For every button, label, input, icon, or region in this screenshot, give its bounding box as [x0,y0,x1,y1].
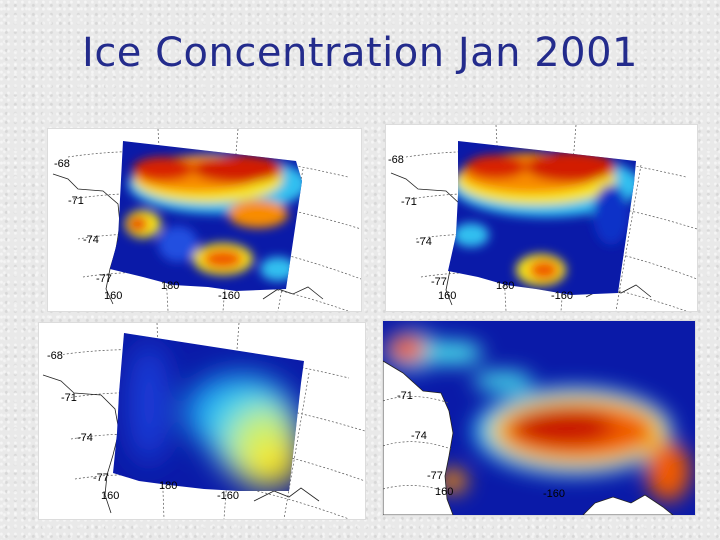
lat-label-77: -77 [431,276,447,288]
lat-label-71: -71 [401,196,417,208]
lon-label-neg160: -160 [543,488,566,500]
lon-label-neg160: -160 [218,290,241,302]
lat-label-74: -74 [77,432,93,444]
ice-concentration-field [113,333,304,491]
lat-label-71: -71 [61,392,77,404]
lon-label-180: 180 [161,280,180,292]
lon-label-160: 160 [435,486,454,498]
lat-label-77: -77 [427,470,443,482]
ice-map-panel-bottom-left: -68 -71 -74 -77 160 180 -160 [38,322,366,520]
lat-label-74: -74 [83,234,99,246]
lon-label-neg160: -160 [551,290,574,302]
lat-label-74: -74 [411,430,427,442]
lat-label-77: -77 [93,472,109,484]
lon-label-180: 180 [496,280,515,292]
ice-map-panel-top-left: -68 -71 -74 -77 160 180 -160 [47,128,362,312]
ice-map-panel-bottom-right: -71 -74 -77 160 -160 [382,320,696,516]
lon-label-160: 160 [104,290,123,302]
slide-title: Ice Concentration Jan 2001 [82,30,638,76]
lat-label-68: -68 [47,350,63,362]
lat-label-71: -71 [68,195,84,207]
lon-label-neg160: -160 [217,490,240,502]
lon-label-180: 180 [159,480,178,492]
lat-label-77: -77 [96,273,112,285]
ice-concentration-field [448,141,636,295]
lat-label-74: -74 [416,236,432,248]
ice-concentration-field [110,141,302,291]
lat-label-68: -68 [388,154,404,166]
lat-label-71: -71 [397,390,413,402]
ice-concentration-field [383,321,695,515]
lon-label-160: 160 [438,290,457,302]
lon-label-160: 160 [101,490,120,502]
lat-label-68: -68 [54,158,70,170]
ice-map-panel-top-right: -68 -71 -74 -77 160 180 -160 [385,124,698,312]
